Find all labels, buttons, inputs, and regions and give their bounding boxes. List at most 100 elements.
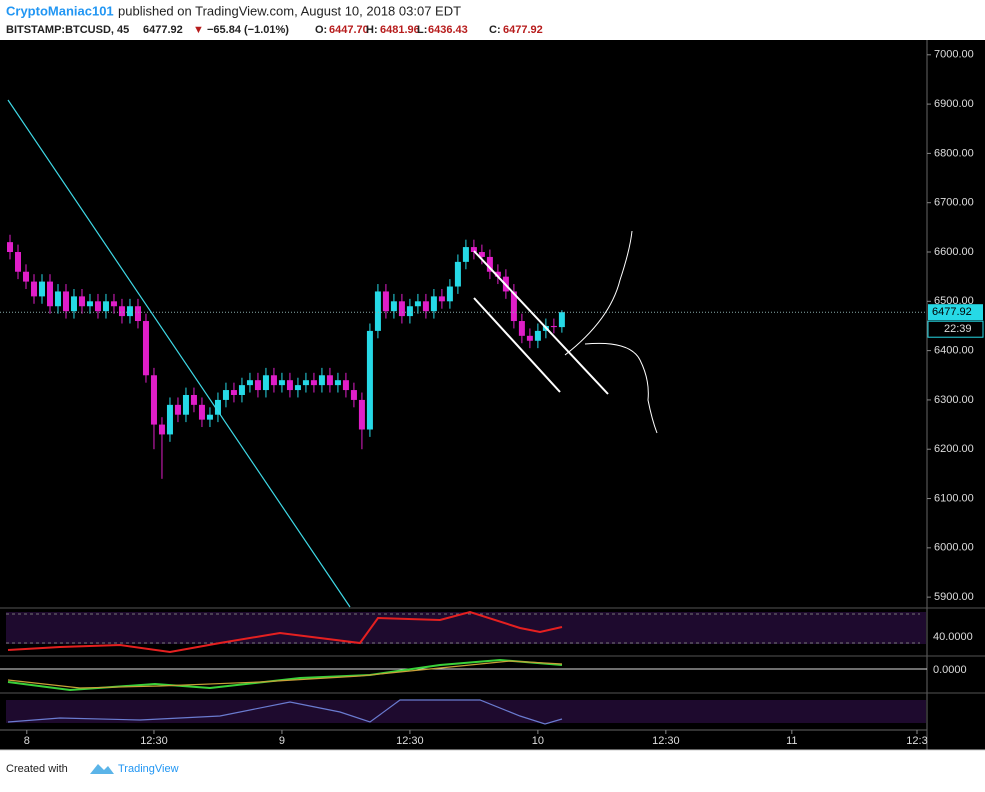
candle-body (278, 380, 285, 386)
candle-body (182, 394, 189, 415)
close-label: C: (489, 24, 501, 36)
candle-body (142, 321, 149, 376)
candle-body (366, 330, 373, 430)
candle-body (70, 296, 77, 312)
candle-body (126, 306, 133, 317)
x-tick-label: 9 (279, 735, 285, 747)
y-tick-label: 6900.00 (934, 98, 974, 110)
y-tick-label: 6400.00 (934, 345, 974, 357)
candle-body (342, 380, 349, 391)
candle-body (230, 390, 237, 395)
symbol: BITSTAMP:BTCUSD, 45 (6, 24, 129, 36)
y-tick-label: 6100.00 (934, 492, 974, 504)
candle-body (214, 399, 221, 415)
x-tick-label: 10 (532, 735, 544, 747)
stoch-line (7, 699, 563, 725)
candle-body (526, 335, 533, 341)
candle-body (54, 291, 61, 307)
y-tick-label: 6600.00 (934, 246, 974, 258)
candle-body (462, 247, 469, 262)
x-tick-label: 12:3 (906, 735, 927, 747)
last-price-badge (928, 304, 983, 321)
candle-body (246, 380, 253, 386)
candle-body (478, 252, 485, 257)
candle-body (118, 306, 125, 317)
y-tick-label: 7000.00 (934, 49, 974, 61)
candle-body (470, 247, 477, 253)
candle-body (166, 404, 173, 435)
brand-logo (90, 764, 114, 774)
change: −65.84 (−1.01%) (207, 24, 289, 36)
low-label: L: (417, 24, 427, 36)
candle-body (102, 301, 109, 312)
candle-body (158, 424, 165, 435)
x-tick-label: 12:30 (652, 735, 680, 747)
candle-body (398, 301, 405, 317)
high-value: 6481.96 (380, 24, 420, 36)
candle-body (374, 291, 381, 331)
x-tick-label: 12:30 (396, 735, 424, 747)
countdown-label: 22:39 (944, 323, 972, 335)
rsi-line (7, 610, 563, 654)
candle-body (86, 301, 93, 307)
candle-body (446, 286, 453, 302)
candle-body (238, 385, 245, 395)
candle-body (38, 281, 45, 297)
footer-created: Created with (6, 763, 68, 775)
candle-body (438, 296, 445, 302)
candle-body (30, 281, 37, 297)
macd-label: 0.0000 (933, 664, 967, 676)
candle-body (382, 291, 389, 312)
candle-body (550, 325, 557, 328)
x-tick-label: 12:30 (140, 735, 168, 747)
candle-body (510, 291, 517, 322)
y-tick-label: 6300.00 (934, 394, 974, 406)
channel-line (473, 250, 609, 395)
candle-body (430, 296, 437, 312)
channel-line (473, 297, 561, 393)
candle-body (494, 271, 501, 277)
candle-body (78, 296, 85, 307)
published: published on TradingView.com, August 10,… (118, 3, 461, 18)
projection-up (564, 230, 633, 356)
open-label: O: (315, 24, 327, 36)
trend-line (7, 99, 351, 608)
low-value: 6436.43 (428, 24, 468, 36)
candle-body (334, 380, 341, 386)
y-tick-label: 6200.00 (934, 443, 974, 455)
close-value: 6477.92 (503, 24, 543, 36)
candle-body (422, 301, 429, 312)
candle-body (358, 399, 365, 430)
y-tick-label: 6000.00 (934, 542, 974, 554)
last-price-label: 6477.92 (932, 306, 972, 318)
y-tick-label: 5900.00 (934, 591, 974, 603)
open-value: 6447.70 (329, 24, 369, 36)
y-tick-label: 6700.00 (934, 197, 974, 209)
rsi-pane (6, 612, 926, 644)
candle-body (14, 252, 21, 272)
candle-body (206, 414, 213, 420)
candle-body (454, 261, 461, 287)
candle-body (110, 301, 117, 307)
candle-body (190, 394, 197, 405)
candle-body (22, 271, 29, 282)
projection-down (584, 342, 658, 434)
candle-body (222, 390, 229, 400)
candle-body (302, 380, 309, 386)
x-tick-label: 11 (786, 735, 797, 747)
candle-body (486, 256, 493, 272)
signal-line (7, 660, 563, 689)
change-arrow: ▼ (193, 24, 204, 36)
candle-body (62, 291, 69, 312)
candle-body (294, 385, 301, 391)
candle-body (390, 301, 397, 312)
candle-body (150, 375, 157, 425)
candle-body (310, 380, 317, 386)
x-tick-label: 8 (24, 735, 30, 747)
footer-brand[interactable]: TradingView (118, 763, 179, 775)
candle-body (286, 380, 293, 391)
candle-body (350, 390, 357, 400)
author[interactable]: CryptoManiac101 (6, 3, 114, 18)
candle-body (518, 321, 525, 336)
